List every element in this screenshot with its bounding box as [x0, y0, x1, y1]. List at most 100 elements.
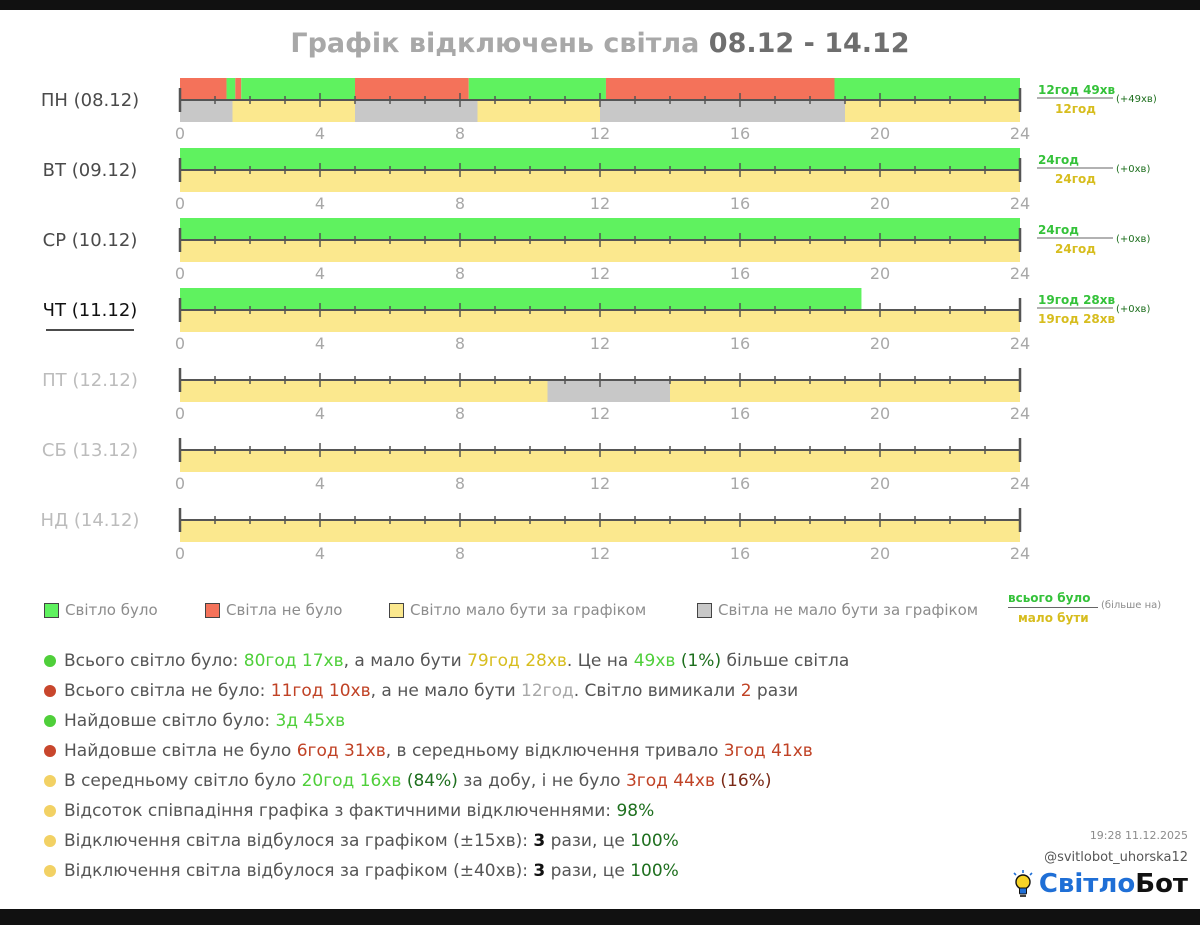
- legend-item-scheduled-off: Світла не мало бути за графіком: [697, 600, 978, 620]
- tick-label: 4: [315, 194, 325, 213]
- actual-segment: [241, 78, 355, 99]
- day-row: ПТ (12.12) 0 4 8 12 16 20 24: [42, 368, 1030, 423]
- stat-text: Відсоток співпадіння графіка з фактичним…: [64, 801, 617, 821]
- legend-key-scheduled: мало бути: [1018, 611, 1089, 625]
- brand-name-part: Бот: [1135, 869, 1188, 899]
- actual-segment: [226, 78, 236, 99]
- day-total-actual: 24год: [1038, 153, 1079, 167]
- day-total-diff: (+0хв): [1116, 234, 1150, 245]
- day-row: СР (10.12) 0 4 8 12 16 20 24 24год 24год (+0хв): [43, 218, 1150, 283]
- stat-value: 6год 31хв: [296, 741, 386, 761]
- stat-text: . Це на: [566, 651, 634, 671]
- stat-value: 79год 28хв: [467, 651, 567, 671]
- scheduled-segment: [477, 100, 600, 122]
- day-row: СБ (13.12) 0 4 8 12 16 20 24: [42, 438, 1030, 493]
- tick-label: 20: [870, 544, 890, 563]
- tick-label: 12: [590, 474, 610, 493]
- scheduled-segment: [180, 310, 1020, 332]
- tick-label: 0: [175, 404, 185, 423]
- stat-value: 3: [533, 861, 546, 881]
- stat-schedule-40: Відключення світла відбулося за графіком…: [44, 861, 679, 881]
- day-total-diff: (+0хв): [1116, 304, 1150, 315]
- tick-label: 24: [1010, 264, 1030, 283]
- tick-label: 0: [175, 544, 185, 563]
- scheduled-segment: [180, 240, 1020, 262]
- tick-label: 0: [175, 194, 185, 213]
- day-label: СБ (13.12): [42, 440, 138, 461]
- tick-label: 16: [730, 334, 750, 353]
- legend-label: Світло мало бути за графіком: [410, 601, 647, 619]
- tick-label: 4: [315, 404, 325, 423]
- stat-text: Найдовше світла не було: [64, 741, 297, 761]
- tick-label: 12: [590, 124, 610, 143]
- day-total-actual: 19год 28хв: [1038, 293, 1116, 307]
- actual-segment: [180, 148, 1020, 169]
- tick-label: 24: [1010, 404, 1030, 423]
- stat-text: рази, це: [545, 831, 631, 851]
- tick-label: 20: [870, 334, 890, 353]
- day-total-scheduled: 24год: [1055, 172, 1096, 186]
- bot-handle[interactable]: @svitlobot_uhorska12: [1044, 850, 1188, 865]
- timestamp: 19:28 11.12.2025: [1089, 829, 1188, 842]
- stat-text: , в середньому відключення тривало: [385, 741, 724, 761]
- tick-label: 16: [730, 194, 750, 213]
- tick-label: 16: [730, 404, 750, 423]
- day-total-scheduled: 12год: [1055, 102, 1096, 116]
- tick-label: 4: [315, 544, 325, 563]
- tick-label: 0: [175, 334, 185, 353]
- day-total-actual: 24год: [1038, 223, 1079, 237]
- tick-label: 12: [590, 404, 610, 423]
- tick-label: 4: [315, 264, 325, 283]
- day-row: ВТ (09.12) 0 4 8 12 16 20 24 24год 24год (+0хв): [43, 148, 1150, 213]
- day-total-actual: 12год 49хв: [1038, 83, 1116, 97]
- stat-match-percent: Відсоток співпадіння графіка з фактичним…: [44, 801, 654, 821]
- title-main: Графік відключень світла: [290, 28, 700, 59]
- tick-label: 8: [455, 544, 465, 563]
- scheduled-segment: [670, 380, 1020, 402]
- actual-segment: [180, 288, 862, 309]
- stat-value: 3год 41хв: [723, 741, 813, 761]
- tick-label: 0: [175, 124, 185, 143]
- stat-text: Всього світло було:: [64, 651, 244, 671]
- legend-totals-key: всього було мало бути (більше на): [1008, 591, 1178, 625]
- tick-label: 20: [870, 124, 890, 143]
- tick-label: 16: [730, 474, 750, 493]
- green-dot-icon: [44, 715, 56, 727]
- stat-value: 80год 17хв: [243, 651, 344, 671]
- scheduled-segment: [355, 100, 478, 122]
- day-row: ПН (08.12) 0 4 8 12 16 20 24 12год 49хв 12год (+49…: [41, 78, 1157, 143]
- legend-key-note: (більше на): [1101, 600, 1162, 611]
- day-label: НД (14.12): [41, 510, 140, 531]
- stat-text: В середньому світло було: [64, 771, 302, 791]
- stat-text: більше світла: [721, 651, 850, 671]
- actual-segment: [834, 78, 1020, 99]
- stat-value: (84%): [406, 771, 458, 791]
- tick-label: 16: [730, 264, 750, 283]
- yellow-dot-icon: [44, 775, 56, 787]
- stat-value: 3д 45хв: [275, 711, 346, 731]
- tick-label: 12: [590, 334, 610, 353]
- stat-value: 11год 10хв: [270, 681, 371, 701]
- yellow-dot-icon: [44, 865, 56, 877]
- tick-label: 8: [455, 124, 465, 143]
- tick-label: 20: [870, 404, 890, 423]
- stat-schedule-15: Відключення світла відбулося за графіком…: [44, 831, 679, 851]
- red-dot-icon: [44, 745, 56, 757]
- day-row: ЧТ (11.12) 0 4 8 12 16 20 24 19год 28хв 19год 28х…: [43, 288, 1150, 353]
- tick-label: 4: [315, 124, 325, 143]
- scheduled-segment: [180, 450, 1020, 472]
- day-total-diff: (+49хв): [1116, 94, 1157, 105]
- day-label: СР (10.12): [43, 230, 138, 251]
- scheduled-segment: [180, 100, 233, 122]
- tick-label: 20: [870, 194, 890, 213]
- tick-label: 16: [730, 124, 750, 143]
- legend-label: Світло було: [65, 601, 158, 619]
- chart-title: Графік відключень світла 08.12 - 14.12: [0, 28, 1200, 59]
- tick-label: 0: [175, 474, 185, 493]
- stat-value: 20год 16хв: [301, 771, 402, 791]
- actual-segment: [180, 78, 227, 99]
- title-dates: 08.12 - 14.12: [708, 28, 910, 59]
- legend-swatch-grey: [697, 602, 712, 618]
- scheduled-segment: [600, 100, 845, 122]
- tick-label: 4: [315, 474, 325, 493]
